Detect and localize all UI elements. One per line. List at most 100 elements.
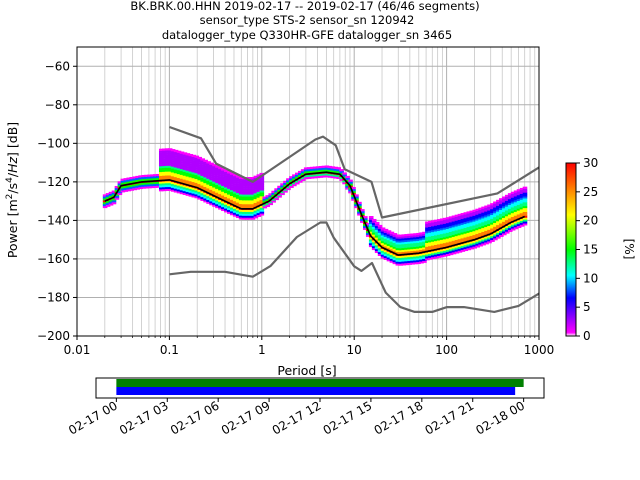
psd-cell <box>457 213 463 217</box>
psd-cell <box>507 220 513 223</box>
psd-cell <box>111 198 117 201</box>
psd-cell <box>371 218 377 222</box>
psd-cell <box>161 152 167 155</box>
psd-cell <box>215 202 220 205</box>
psd-cell <box>173 178 179 181</box>
psd-cell <box>105 204 111 207</box>
psd-cell <box>167 173 173 176</box>
psd-cell <box>433 238 439 242</box>
psd-cell <box>167 180 173 184</box>
psd-cell <box>227 205 232 209</box>
psd-cell <box>371 228 377 231</box>
psd-cell <box>283 184 288 187</box>
psd-cell <box>484 219 489 222</box>
psd-cell <box>469 237 475 240</box>
psd-cell <box>507 208 513 211</box>
psd-cell <box>209 199 214 202</box>
psd-cell <box>194 161 200 164</box>
psd-cell <box>463 243 469 246</box>
psd-cell <box>232 177 238 181</box>
psd-cell <box>431 241 436 244</box>
psd-cell <box>144 178 149 181</box>
psd-cell <box>167 175 173 178</box>
psd-cell <box>247 215 253 218</box>
psd-cell <box>218 186 223 189</box>
psd-cell <box>478 223 483 226</box>
psd-cell <box>522 186 528 189</box>
psd-cell <box>392 233 398 236</box>
psd-cell <box>392 238 398 242</box>
psd-cell <box>138 184 143 188</box>
psd-cell <box>114 197 120 200</box>
psd-cell <box>188 163 194 166</box>
psd-cell <box>478 213 483 216</box>
psd-cell <box>478 232 483 235</box>
psd-cell <box>425 223 430 226</box>
psd-cell <box>259 180 265 183</box>
psd-cell <box>164 181 170 184</box>
psd-cell <box>306 170 312 174</box>
psd-cell <box>235 196 241 199</box>
psd-cell <box>484 230 489 233</box>
psd-cell <box>224 173 229 176</box>
psd-cell <box>247 184 253 187</box>
psd-cell <box>179 186 185 189</box>
psd-cell <box>280 192 285 196</box>
psd-cell <box>522 221 528 224</box>
psd-cell <box>232 175 238 179</box>
psd-cell <box>218 166 223 170</box>
psd-cell <box>227 186 232 189</box>
psd-cell <box>439 220 445 223</box>
psd-cell <box>445 232 451 235</box>
psd-cell <box>457 229 463 232</box>
psd-cell <box>241 190 247 193</box>
psd-cell <box>241 213 247 216</box>
psd-cell <box>295 176 300 179</box>
psd-cell <box>422 245 427 248</box>
psd-cell <box>457 238 463 242</box>
psd-cell <box>117 188 123 192</box>
psd-cell <box>351 196 356 199</box>
psd-cell <box>206 195 211 199</box>
psd-cell <box>132 176 137 179</box>
psd-cell <box>419 236 424 239</box>
psd-cell <box>212 187 217 190</box>
psd-cell <box>197 164 203 167</box>
psd-cell <box>499 198 504 201</box>
psd-cell <box>493 203 498 206</box>
psd-cell <box>247 182 253 185</box>
psd-cell <box>490 216 495 219</box>
psd-cell <box>472 229 478 232</box>
psd-cell <box>194 157 200 160</box>
psd-cell <box>209 174 214 177</box>
psd-cell <box>522 200 528 203</box>
psd-cell <box>407 239 412 242</box>
psd-cell <box>221 204 226 208</box>
psd-cell <box>478 238 483 241</box>
psd-cell <box>454 216 460 219</box>
psd-cell <box>300 178 306 181</box>
psd-cell <box>212 202 217 205</box>
psd-cell <box>410 239 415 242</box>
psd-cell <box>460 230 466 233</box>
psd-cell <box>235 183 241 186</box>
psd-cell <box>229 184 235 187</box>
psd-cell <box>194 180 200 183</box>
psd-cell <box>170 183 176 186</box>
psd-cell <box>203 171 208 174</box>
psd-cell <box>504 204 510 207</box>
psd-cell <box>200 173 205 176</box>
psd-cell <box>451 236 457 239</box>
psd-cell <box>454 241 460 244</box>
psd-cell <box>513 217 519 220</box>
psd-cell <box>232 195 238 198</box>
psd-cell <box>241 178 247 182</box>
psd-cell <box>380 237 386 240</box>
psd-cell <box>487 214 492 217</box>
psd-cell <box>451 228 457 232</box>
psd-cell <box>360 220 365 223</box>
psd-cell <box>156 173 161 177</box>
colorbar-gradient <box>565 162 577 337</box>
psd-cell <box>339 169 344 172</box>
psd-cell <box>360 218 365 221</box>
